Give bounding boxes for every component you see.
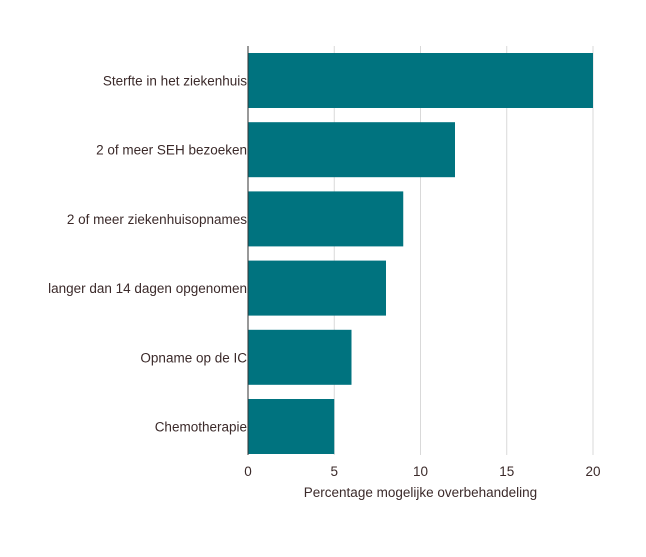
bars [248, 53, 593, 454]
x-tick-label: 15 [499, 464, 514, 479]
x-axis-title: Percentage mogelijke overbehandeling [304, 485, 537, 500]
category-label: 2 of meer SEH bezoeken [96, 143, 247, 158]
category-label: Chemotherapie [155, 420, 247, 435]
bar [248, 191, 404, 247]
x-tick-label: 0 [244, 464, 252, 479]
x-tick-labels: 0 5 10 15 20 [244, 464, 600, 479]
category-label: langer dan 14 dagen opgenomen [48, 281, 247, 296]
bar [248, 260, 386, 316]
bar [248, 329, 352, 385]
bar [248, 399, 335, 454]
x-tick-label: 5 [330, 464, 338, 479]
category-labels: Sterfte in het ziekenhuis 2 of meer SEH b… [48, 74, 247, 435]
category-label: Sterfte in het ziekenhuis [103, 74, 247, 89]
x-tick-label: 10 [413, 464, 428, 479]
bar [248, 122, 455, 178]
gridlines [333, 46, 594, 455]
bar [248, 53, 593, 108]
x-tick-label: 20 [585, 464, 600, 479]
category-label: Opname op de IC [140, 350, 247, 365]
category-label: 2 of meer ziekenhuisopnames [67, 212, 247, 227]
